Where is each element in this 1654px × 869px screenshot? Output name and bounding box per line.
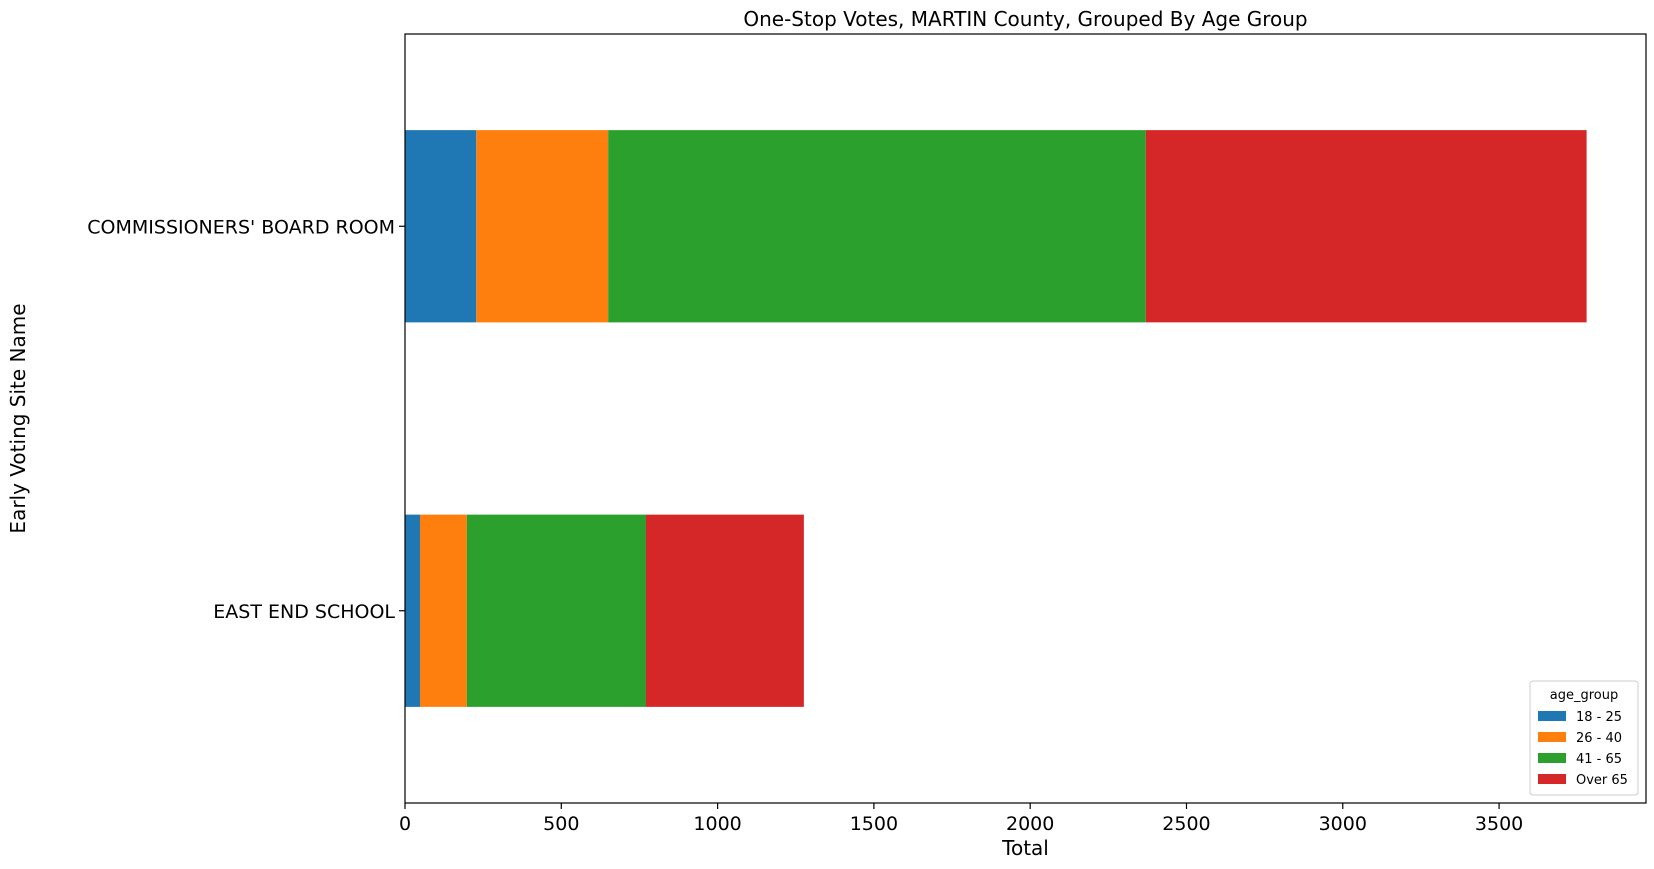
x-tick-label: 500 xyxy=(543,813,579,835)
bar-segment xyxy=(405,514,421,707)
bar-segment xyxy=(476,130,609,323)
legend-box xyxy=(1529,680,1639,796)
legend-swatch xyxy=(1538,711,1566,721)
legend-swatch xyxy=(1538,732,1566,742)
x-tick-label: 1000 xyxy=(693,813,741,835)
x-tick-label: 2500 xyxy=(1162,813,1210,835)
y-axis: COMMISSIONERS' BOARD ROOM EAST END SCHOOL xyxy=(87,216,405,623)
bar-segment xyxy=(466,514,647,707)
bar-segment xyxy=(1145,130,1587,323)
legend-label: Over 65 xyxy=(1576,773,1628,788)
legend-label: 26 - 40 xyxy=(1576,731,1622,746)
legend-title: age_group xyxy=(1550,688,1618,703)
bar-group xyxy=(405,130,1587,707)
legend-swatch xyxy=(1538,753,1566,763)
y-tick-label: COMMISSIONERS' BOARD ROOM xyxy=(87,216,395,238)
legend-label: 41 - 65 xyxy=(1576,752,1622,767)
x-axis-title: Total xyxy=(1001,836,1049,860)
legend-label: 18 - 25 xyxy=(1576,710,1622,725)
y-axis-title: Early Voting Site Name xyxy=(6,303,30,533)
bar-segment xyxy=(608,130,1146,323)
legend-swatch xyxy=(1538,774,1566,784)
x-axis: 0 500 1000 1500 2000 2500 3000 3500 xyxy=(399,803,1523,835)
x-tick-label: 0 xyxy=(399,813,411,835)
x-tick-label: 3000 xyxy=(1319,813,1367,835)
bar-segment xyxy=(420,514,467,707)
x-tick-label: 3500 xyxy=(1475,813,1523,835)
bar-segment xyxy=(646,514,804,707)
bar-segment xyxy=(405,130,477,323)
y-tick-label: EAST END SCHOOL xyxy=(213,601,395,623)
plot-frame xyxy=(404,33,1647,804)
x-tick-label: 1500 xyxy=(850,813,898,835)
legend: age_group 18 - 25 26 - 40 41 - 65 Over 65 xyxy=(1529,680,1639,796)
legend-items: 18 - 25 26 - 40 41 - 65 Over 65 xyxy=(1538,710,1628,788)
x-tick-label: 2000 xyxy=(1006,813,1054,835)
chart-title: One-Stop Votes, MARTIN County, Grouped B… xyxy=(743,7,1307,31)
